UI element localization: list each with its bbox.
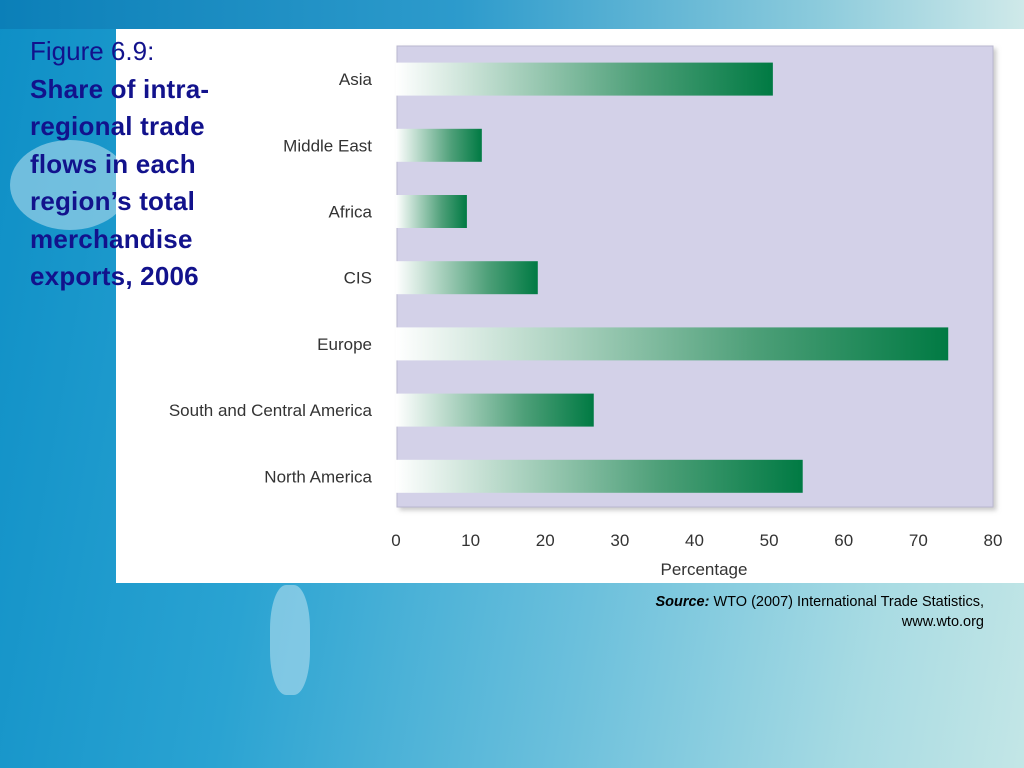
slide-title: Figure 6.9: Share of intra-regional trad… [30, 33, 270, 296]
background-land-shape [10, 140, 130, 230]
bar-africa [396, 195, 467, 228]
x-tick-label: 70 [909, 531, 928, 550]
bar-asia [396, 62, 773, 96]
x-tick-label: 40 [685, 531, 704, 550]
x-axis-label: Percentage [661, 560, 748, 579]
x-tick-label: 0 [391, 531, 400, 550]
source-text: WTO (2007) International Trade Statistic… [713, 594, 984, 630]
bar-north-america [396, 459, 803, 493]
category-label: CIS [344, 269, 372, 288]
bar-cis [396, 261, 538, 295]
x-tick-label: 80 [984, 531, 1003, 550]
top-banner [0, 0, 1024, 29]
category-label: South and Central America [169, 401, 373, 420]
figure-title: Share of intra-regional trade flows in e… [30, 73, 210, 292]
x-tick-label: 20 [536, 531, 555, 550]
category-label: Asia [339, 70, 373, 89]
source-label: Source: [655, 594, 710, 610]
bar-south-and-central-america [396, 393, 594, 427]
x-tick-label: 50 [760, 531, 779, 550]
x-tick-label: 10 [461, 531, 480, 550]
category-label: Middle East [283, 136, 372, 155]
bar-middle-east [396, 128, 482, 162]
x-tick-label: 60 [834, 531, 853, 550]
category-label: Europe [317, 335, 372, 354]
category-label: Africa [329, 203, 373, 222]
bar-europe [396, 327, 949, 361]
background-land-shape [270, 585, 310, 695]
x-tick-label: 30 [610, 531, 629, 550]
category-label: North America [264, 467, 372, 486]
figure-label: Figure 6.9: [30, 36, 155, 66]
source-note: Source: WTO (2007) International Trade S… [644, 592, 984, 632]
